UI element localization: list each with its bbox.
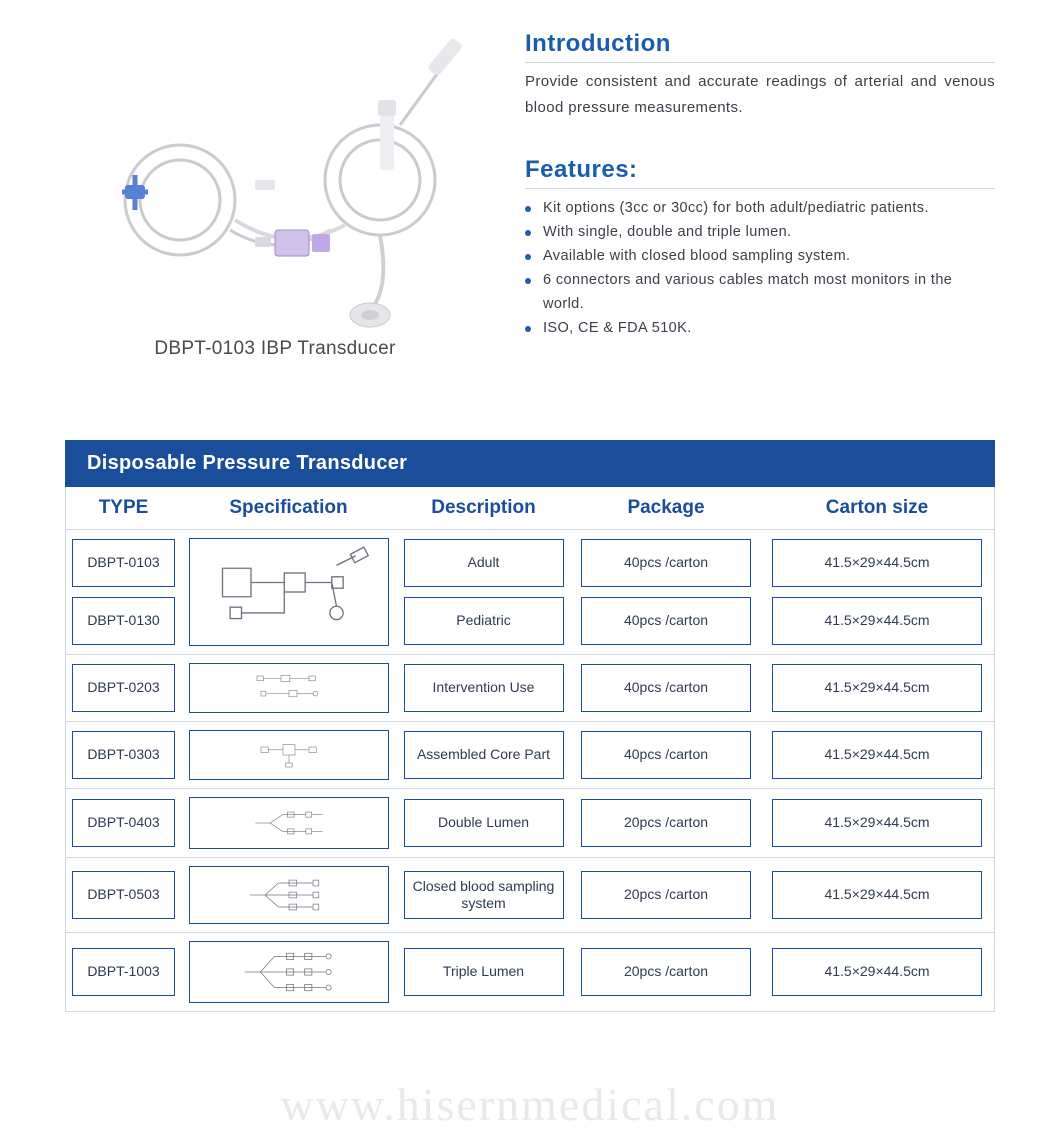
type-cell: DBPT-0103 [72,539,175,587]
transducer-illustration-icon [80,30,470,330]
table-header-row: TYPESpecificationDescriptionPackageCarto… [66,487,994,530]
features-title: Features: [525,156,995,189]
table-header-cell: TYPE [66,487,181,529]
carton-size-cell: 41.5×29×44.5cm [772,539,982,587]
product-caption: DBPT-0103 IBP Transducer [154,338,395,360]
type-cell: DBPT-0403 [72,799,175,847]
package-cell: 20pcs /carton [581,871,751,919]
package-cell: 40pcs /carton [581,664,751,712]
carton-size-cell: 41.5×29×44.5cm [772,664,982,712]
top-section: DBPT-0103 IBP Transducer Introduction Pr… [65,30,995,360]
table-row: DBPT-0103 DBPT-0130 Adult Pediatric 40pcs /c… [66,530,994,655]
carton-size-cell: 41.5×29×44.5cm [772,597,982,645]
spec-diagram-icon [189,730,389,780]
table-wrap: TYPESpecificationDescriptionPackageCarto… [65,487,995,1012]
table-banner: Disposable Pressure Transducer [65,440,995,487]
table-header-cell: Specification [181,487,396,529]
carton-size-cell: 41.5×29×44.5cm [772,799,982,847]
feature-item: With single, double and triple lumen. [525,221,995,245]
description-cell: Adult [404,539,564,587]
feature-item: Available with closed blood sampling sys… [525,245,995,269]
description-cell: Intervention Use [404,664,564,712]
type-cell: DBPT-0503 [72,871,175,919]
carton-size-cell: 41.5×29×44.5cm [772,731,982,779]
carton-size-cell: 41.5×29×44.5cm [772,948,982,996]
type-cell: DBPT-0303 [72,731,175,779]
table-row: DBPT-0503 Closed blood sampling system 20p… [66,858,994,933]
spec-diagram-icon [189,538,389,646]
description-cell: Triple Lumen [404,948,564,996]
table-row: DBPT-1003 Triple Lumen 20pcs /carton 41.5×2… [66,933,994,1011]
description-cell: Double Lumen [404,799,564,847]
description-cell: Pediatric [404,597,564,645]
description-cell: Closed blood sampling system [404,871,564,919]
features-list: Kit options (3cc or 30cc) for both adult… [525,197,995,341]
spec-diagram-icon [189,941,389,1003]
table-header-cell: Carton size [761,487,993,529]
watermark-text: www.hisernmedical.com [0,1078,1060,1131]
product-block: DBPT-0103 IBP Transducer [65,30,485,360]
type-cell: DBPT-1003 [72,948,175,996]
table-section: Disposable Pressure Transducer TYPESpeci… [65,440,995,1012]
feature-item: ISO, CE & FDA 510K. [525,317,995,341]
intro-text: Provide consistent and accurate readings… [525,69,995,120]
table-header-cell: Package [571,487,761,529]
table-header-cell: Description [396,487,571,529]
package-cell: 20pcs /carton [581,948,751,996]
table-row: DBPT-0403 Double Lumen 20pcs /carton 41.5×2… [66,789,994,858]
package-cell: 40pcs /carton [581,731,751,779]
feature-item: Kit options (3cc or 30cc) for both adult… [525,197,995,221]
type-cell: DBPT-0130 [72,597,175,645]
carton-size-cell: 41.5×29×44.5cm [772,871,982,919]
spec-diagram-icon [189,797,389,849]
package-cell: 40pcs /carton [581,597,751,645]
spec-diagram-icon [189,866,389,924]
table-row: DBPT-0203 Intervention Use 40pcs /carton 41… [66,655,994,722]
feature-item: 6 connectors and various cables match mo… [525,269,995,317]
info-block: Introduction Provide consistent and accu… [525,30,995,360]
product-image [80,30,470,330]
type-cell: DBPT-0203 [72,664,175,712]
package-cell: 40pcs /carton [581,539,751,587]
table-row: DBPT-0303 Assembled Core Part 40pcs /carto… [66,722,994,789]
spec-diagram-icon [189,663,389,713]
package-cell: 20pcs /carton [581,799,751,847]
intro-title: Introduction [525,30,995,63]
description-cell: Assembled Core Part [404,731,564,779]
